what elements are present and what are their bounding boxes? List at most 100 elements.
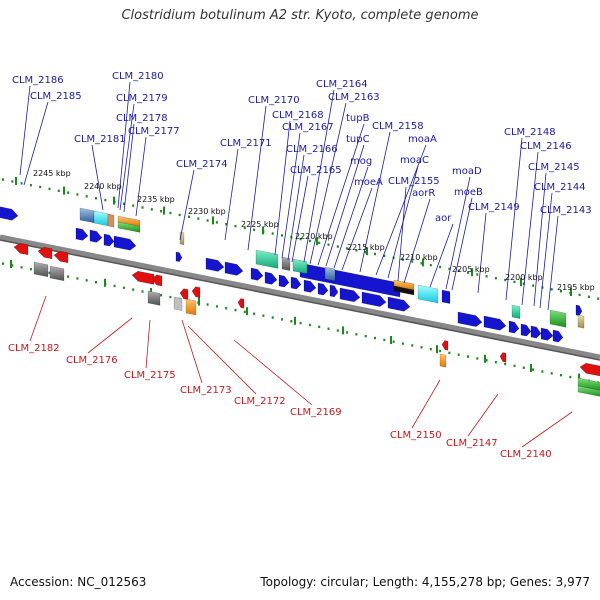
- tick-dot: [541, 370, 544, 373]
- gene-box: [549, 309, 567, 328]
- tick-dot: [141, 290, 144, 293]
- reverse-gene-arrow: [37, 246, 53, 260]
- gene-features: [0, 206, 600, 397]
- gene-box: [79, 207, 95, 224]
- tick-dot: [346, 331, 349, 334]
- tick-dot: [578, 293, 581, 297]
- gene-label: CLM_2143: [540, 205, 592, 216]
- tick-dot: [234, 308, 237, 312]
- tick-dot: [299, 321, 302, 325]
- leader-line: [303, 89, 335, 263]
- gene-label: CLM_2173: [180, 385, 232, 396]
- tick-dot: [160, 294, 163, 297]
- tick-dot: [281, 234, 283, 237]
- major-tick: [63, 186, 65, 195]
- gene-label: CLM_2180: [112, 71, 164, 82]
- leader-line: [411, 379, 441, 429]
- leader-line: [145, 319, 151, 369]
- tick-dot: [346, 247, 349, 250]
- kbp-label: 2220 kbp: [295, 232, 333, 241]
- tick-dot: [197, 217, 200, 220]
- tick-dot: [336, 245, 339, 248]
- leader-line: [23, 101, 49, 186]
- tick-dot: [532, 284, 535, 287]
- gene-label: moaD: [452, 166, 482, 177]
- forward-gene-arrow: [264, 271, 278, 285]
- gene-label: CLM_2177: [128, 126, 180, 137]
- major-tick: [530, 364, 532, 372]
- leader-line: [341, 187, 373, 271]
- tick-dot: [411, 344, 414, 347]
- gene-label: CLM_2163: [328, 92, 380, 103]
- tick-dot: [225, 223, 228, 226]
- tick-dot: [2, 178, 4, 181]
- leader-line: [359, 131, 391, 273]
- tick-dot: [504, 362, 507, 366]
- tick-dot: [569, 375, 572, 379]
- tick-dot: [439, 349, 442, 353]
- tick-dot: [150, 208, 153, 211]
- gene-label: aorR: [412, 188, 435, 199]
- major-tick: [570, 288, 572, 296]
- reverse-gene-arrow: [441, 340, 449, 351]
- leader-line: [87, 317, 133, 354]
- tick-dot: [169, 295, 172, 299]
- forward-gene-arrow: [224, 261, 244, 276]
- kbp-label: 2205 kbp: [452, 265, 490, 274]
- tick-dot: [457, 353, 460, 356]
- forward-gene-arrow: [508, 320, 520, 334]
- leader-line: [325, 144, 365, 267]
- leader-line: [451, 197, 473, 291]
- tick-dot: [364, 334, 367, 338]
- leader-line: [317, 123, 365, 266]
- forward-gene-arrow: [552, 329, 564, 343]
- tick-dot: [318, 325, 321, 329]
- gene-box: [173, 296, 183, 311]
- gene-label: CLM_2167: [282, 122, 334, 133]
- leader-line: [521, 411, 573, 448]
- gene-label: CLM_2147: [446, 438, 498, 449]
- tick-dot: [494, 360, 497, 364]
- gene-label: CLM_2145: [528, 162, 580, 173]
- label-leaders: [19, 81, 573, 448]
- tick-dot: [48, 187, 51, 191]
- gene-label: CLM_2148: [504, 127, 556, 138]
- major-tick: [104, 278, 106, 287]
- reverse-gene-arrow: [237, 298, 245, 309]
- tick-dot: [513, 280, 516, 284]
- gene-box: [324, 266, 336, 282]
- tick-dot: [383, 254, 386, 258]
- leader-line: [135, 136, 147, 217]
- forward-gene-arrow: [89, 229, 103, 243]
- genome-summary: Topology: circular; Length: 4,155,278 bp…: [260, 575, 590, 589]
- leader-line: [29, 295, 47, 342]
- forward-gene-arrow: [457, 311, 483, 327]
- tick-dot: [85, 195, 88, 198]
- kbp-label: 2215 kbp: [347, 243, 385, 252]
- major-tick: [294, 316, 296, 325]
- major-tick: [578, 373, 580, 382]
- major-tick: [15, 177, 17, 185]
- tick-dot: [299, 237, 302, 241]
- gene-label: CLM_2149: [468, 202, 520, 213]
- forward-gene-box: [441, 289, 451, 304]
- forward-gene-arrow: [317, 282, 329, 296]
- tick-dot: [141, 206, 144, 209]
- tick-dot: [429, 347, 432, 351]
- forward-gene-arrow: [250, 267, 264, 281]
- forward-gene-arrow: [103, 233, 115, 247]
- leader-line: [224, 148, 239, 241]
- tick-dot: [95, 197, 97, 200]
- major-tick: [10, 260, 12, 268]
- leader-line: [233, 339, 313, 406]
- tick-dot: [476, 357, 479, 360]
- tick-dot: [336, 329, 339, 332]
- tick-dot: [95, 281, 97, 284]
- tick-dot: [67, 191, 70, 194]
- forward-gene-arrow: [278, 274, 290, 288]
- forward-gene-arrow: [575, 304, 583, 316]
- tick-dot: [76, 193, 79, 196]
- tick-dot: [122, 202, 125, 205]
- gene-box: [439, 353, 447, 368]
- leader-line: [119, 103, 135, 211]
